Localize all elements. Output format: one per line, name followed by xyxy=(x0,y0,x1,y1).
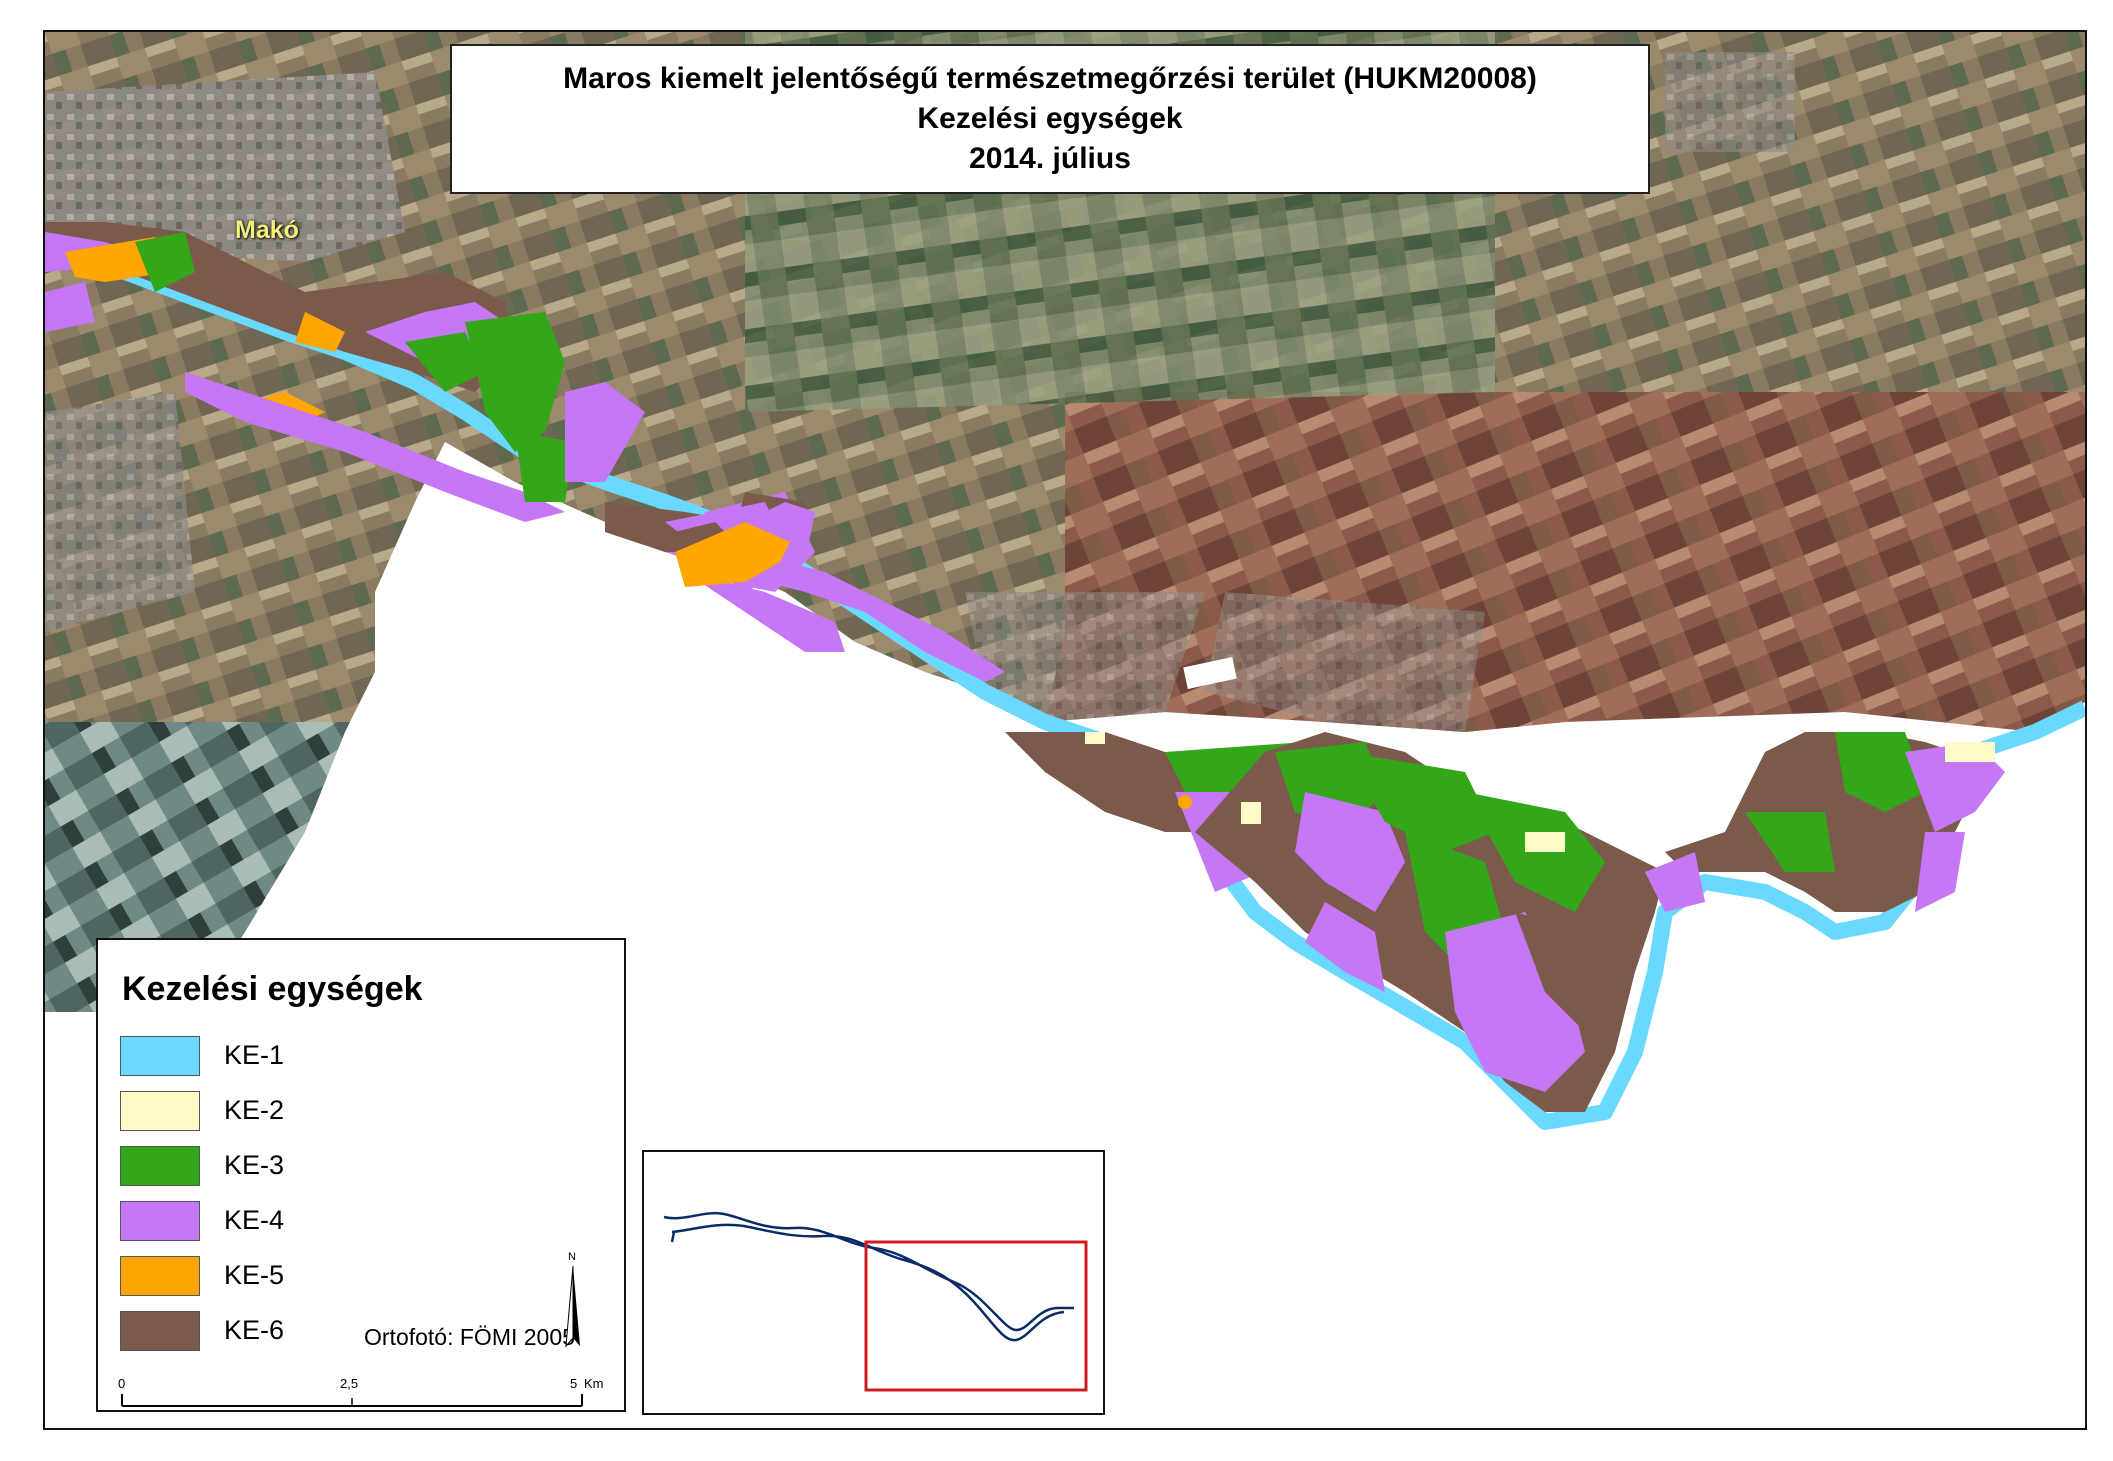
inset-extent-box xyxy=(864,1240,1088,1392)
scale-unit: Km xyxy=(584,1376,604,1391)
legend-item-ke6: KE-6 xyxy=(120,1311,450,1355)
ke5-parcel-orange xyxy=(675,522,790,587)
scale-tick-0: 0 xyxy=(118,1376,125,1391)
legend-swatch xyxy=(120,1146,200,1186)
legend-panel: Kezelési egységek KE-1 KE-2 KE-3 KE-4 KE… xyxy=(96,938,626,1412)
ke5-dot xyxy=(1178,795,1192,809)
legend-label: KE-3 xyxy=(224,1150,285,1180)
legend-item-ke3: KE-3 xyxy=(120,1146,450,1190)
legend-swatch xyxy=(120,1256,200,1296)
map-title-box: Maros kiemelt jelentőségű természetmegőr… xyxy=(450,44,1650,194)
legend-label: KE-1 xyxy=(224,1040,285,1070)
scale-tick-mid: 2,5 xyxy=(340,1376,358,1391)
legend-swatch xyxy=(120,1201,200,1241)
map-title: Maros kiemelt jelentőségű természetmegőr… xyxy=(563,62,1537,95)
map-subtitle: Kezelési egységek xyxy=(917,102,1183,135)
legend-label: KE-5 xyxy=(224,1260,285,1290)
north-arrow-icon: N xyxy=(565,1251,580,1348)
east-corridor xyxy=(1005,732,2005,1112)
legend-title: Kezelési egységek xyxy=(122,970,423,1008)
map-frame: Maros kiemelt jelentőségű természetmegőr… xyxy=(43,30,2087,1430)
legend-label: KE-4 xyxy=(224,1205,285,1235)
map-date: 2014. július xyxy=(969,142,1131,175)
legend-item-ke4: KE-4 xyxy=(120,1201,450,1245)
white-patch xyxy=(1183,657,1237,689)
legend-swatch xyxy=(120,1091,200,1131)
legend-swatch xyxy=(120,1311,200,1351)
legend-label: KE-6 xyxy=(224,1315,285,1345)
legend-item-ke5: KE-5 xyxy=(120,1256,450,1300)
north-label: N xyxy=(568,1251,576,1263)
scale-bar: 0 2,5 5 Km xyxy=(118,1376,604,1407)
legend-item-ke1: KE-1 xyxy=(120,1036,450,1080)
overview-inset xyxy=(642,1150,1105,1415)
legend-item-ke2: KE-2 xyxy=(120,1091,450,1135)
city-label: Makó xyxy=(235,216,299,244)
inset-river xyxy=(663,1211,1074,1342)
legend-swatch xyxy=(120,1036,200,1076)
inset-map xyxy=(663,1211,1088,1392)
ke2-parcel xyxy=(1241,802,1261,824)
legend-label: KE-2 xyxy=(224,1095,285,1125)
scale-tick-max: 5 xyxy=(570,1376,577,1391)
photo-credit: Ortofotó: FÖMI 2005 xyxy=(364,1324,575,1350)
